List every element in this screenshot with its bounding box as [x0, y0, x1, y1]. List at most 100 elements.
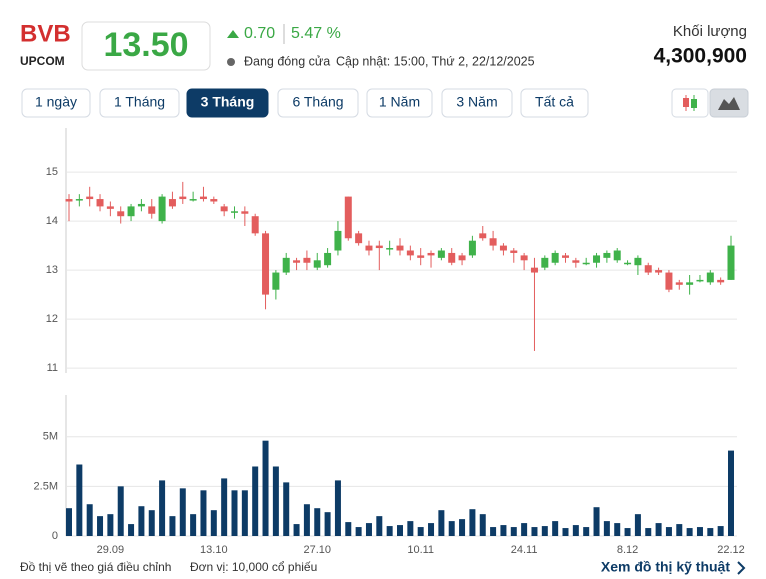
candle-body	[386, 248, 394, 250]
candle-body	[499, 245, 507, 251]
candle-body	[479, 233, 487, 239]
y-tick-label: 0	[52, 530, 58, 542]
chevron	[737, 561, 746, 575]
volume-bar	[303, 504, 310, 536]
candle-body	[189, 199, 197, 201]
volume-bar	[107, 514, 114, 536]
candle-body	[344, 196, 352, 239]
candle-body	[562, 255, 569, 258]
volume-bar	[479, 514, 486, 536]
volume-bar	[324, 512, 331, 536]
volume-bar	[86, 504, 93, 536]
range-button[interactable]	[277, 88, 359, 118]
range-button[interactable]	[366, 88, 433, 118]
chart-type-toggle[interactable]	[671, 88, 749, 118]
range-button[interactable]	[520, 88, 589, 118]
candle-body	[520, 255, 528, 261]
candle-body	[210, 199, 218, 202]
icon	[691, 99, 697, 108]
candle-body	[468, 240, 476, 256]
range-label[interactable]: 1 Năm	[379, 94, 420, 110]
volume-bar	[521, 523, 528, 536]
candle-body	[272, 272, 280, 290]
volume-bar	[572, 525, 579, 536]
area-toggle[interactable]	[709, 88, 749, 118]
candle-body	[406, 250, 414, 256]
candle-body	[106, 206, 114, 209]
candle-body	[334, 230, 342, 251]
exchange: UPCOM	[20, 54, 65, 68]
volume-bar	[210, 510, 217, 536]
status-dot	[227, 58, 235, 66]
candle-body	[148, 206, 156, 214]
range-label[interactable]: 3 Tháng	[201, 94, 255, 110]
volume-bar	[655, 523, 662, 536]
candle-body	[655, 270, 663, 273]
up-arrow	[227, 30, 239, 38]
range-button[interactable]	[21, 88, 91, 118]
volume-bar	[128, 524, 135, 536]
candle-body	[137, 203, 145, 207]
volume-bar	[438, 510, 445, 536]
candle-body	[706, 272, 714, 283]
candle-body	[665, 272, 673, 290]
y-tick-label: 15	[46, 166, 58, 178]
candle-toggle[interactable]	[671, 88, 709, 118]
volume-bar	[169, 516, 176, 536]
volume-bar	[531, 527, 538, 536]
range-label[interactable]: 3 Năm	[456, 94, 497, 110]
volume-bar	[469, 509, 476, 536]
volume-bar	[552, 521, 559, 536]
candle-body	[634, 257, 642, 266]
volume-bar	[231, 490, 238, 536]
candle-body	[168, 199, 176, 207]
volume-bar	[76, 464, 83, 536]
volume-bar	[200, 490, 207, 536]
candle-body	[355, 233, 363, 244]
volume-bar	[138, 506, 145, 536]
y-tick-label: 14	[46, 215, 58, 227]
candle-body	[199, 196, 207, 200]
range-button[interactable]	[441, 88, 513, 118]
updated: Cập nhật: 15:00, Thứ 2, 22/12/2025	[336, 54, 535, 68]
range-label[interactable]: 6 Tháng	[292, 94, 343, 110]
candle-body	[541, 257, 549, 268]
volume-bar	[707, 528, 714, 536]
range-label[interactable]: 1 ngày	[35, 94, 77, 110]
volume-bar	[593, 507, 600, 536]
change-pct: 5.47 %	[291, 25, 341, 42]
icon	[683, 98, 689, 107]
candle-body	[675, 282, 683, 285]
range-label[interactable]: Tất cả	[535, 94, 574, 110]
technical-link[interactable]: Xem đồ thị kỹ thuật	[601, 559, 730, 575]
candle-body	[696, 279, 704, 282]
candle-body	[262, 233, 270, 295]
volume-bar	[448, 521, 455, 536]
y-tick-label: 11	[47, 362, 58, 374]
volume-bar	[334, 480, 341, 536]
volume-bar	[190, 514, 197, 536]
candle-body	[86, 196, 94, 200]
candle-body	[489, 238, 497, 246]
status: Đang đóng cửa	[244, 54, 330, 68]
volume-bar	[500, 525, 507, 536]
volume-bar	[179, 488, 186, 536]
candle-body	[303, 257, 311, 263]
volume-bar	[365, 523, 372, 536]
candle-body	[158, 196, 166, 222]
volume-bar	[686, 528, 693, 536]
x-tick-label: 13.10	[200, 544, 228, 556]
candle-body	[65, 199, 73, 202]
x-tick-label: 10.11	[407, 544, 434, 556]
volume-bar	[624, 528, 631, 536]
volume-bar	[417, 527, 424, 536]
volume-bar	[603, 521, 610, 536]
volume-bar	[355, 527, 362, 536]
volume-label: Khối lượng	[673, 23, 747, 40]
range-label[interactable]: 1 Tháng	[114, 94, 165, 110]
range-button[interactable]	[99, 88, 180, 118]
candle-body	[427, 252, 435, 256]
candle-body	[603, 252, 611, 258]
volume-bar	[66, 508, 72, 536]
range-button[interactable]	[186, 88, 269, 118]
